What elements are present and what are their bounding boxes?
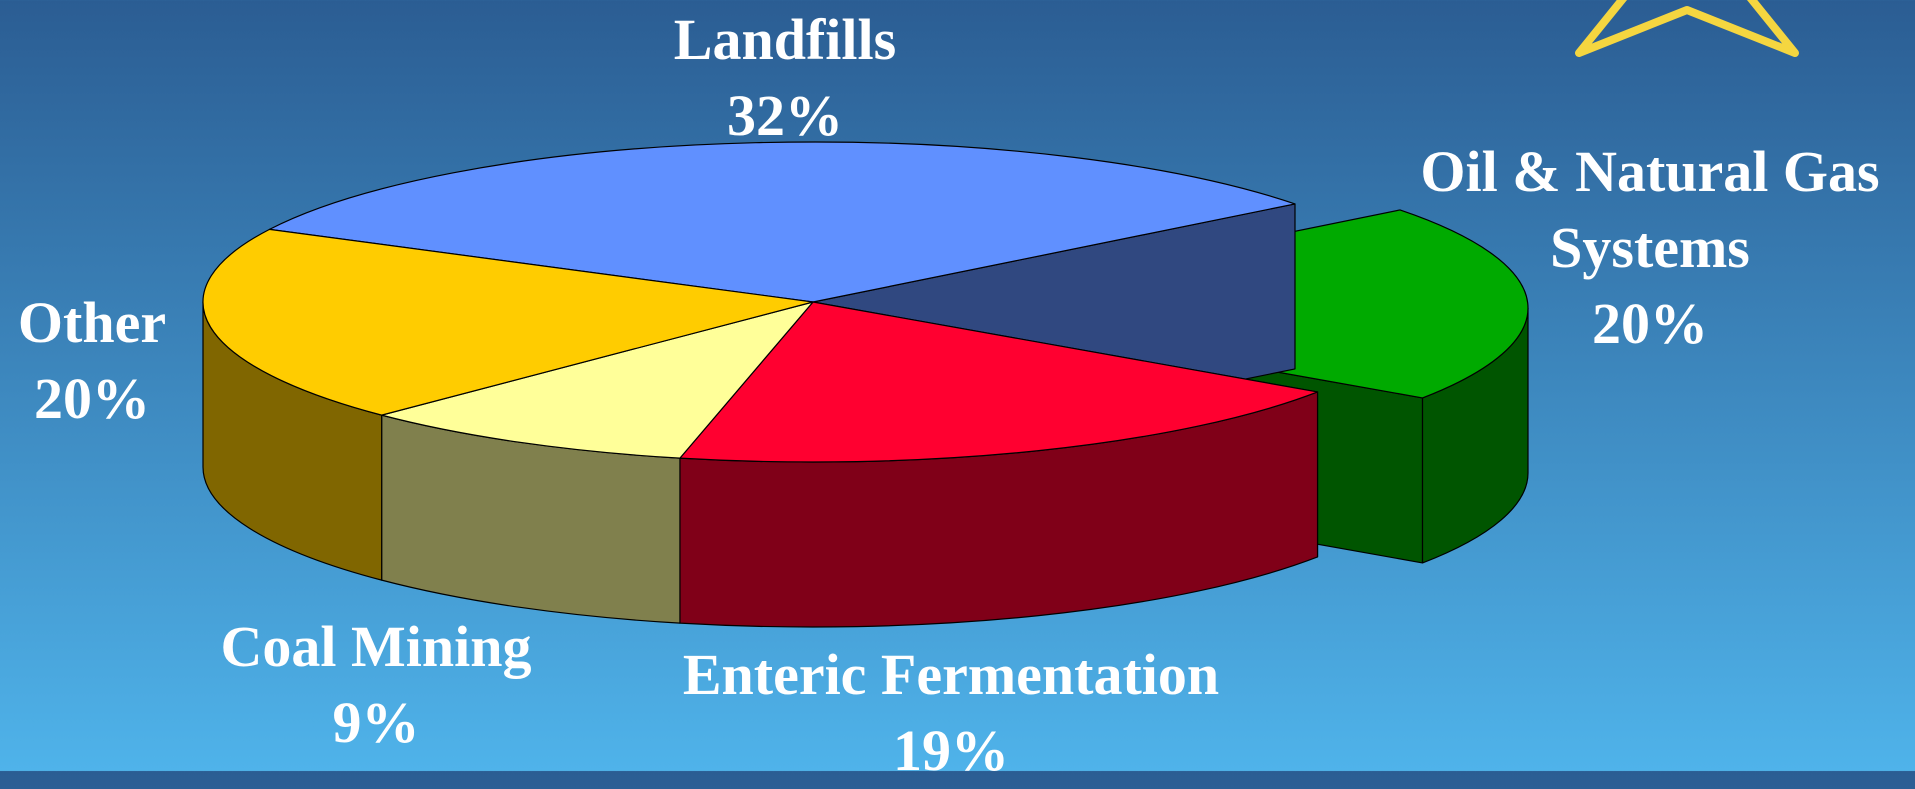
value-label: 19% (893, 718, 1009, 783)
slice-top (381, 301, 814, 459)
category-label: Coal Mining (220, 614, 532, 679)
category-label: Oil & Natural Gas Systems (1420, 139, 1880, 280)
value-label: 20% (1592, 291, 1708, 356)
slice-label: Other 20% (0, 285, 192, 437)
page: {"chart_data": {"type": "pie3d", "catego… (0, 0, 1915, 771)
value-label: 32% (727, 83, 843, 148)
value-label: 20% (34, 366, 150, 431)
slice-label: Oil & Natural Gas Systems 20% (1380, 134, 1915, 362)
slice-label: Enteric Fermentation 19% (601, 637, 1301, 789)
category-label: Enteric Fermentation (682, 642, 1220, 707)
value-label: 9% (332, 690, 420, 755)
slice-label: Coal Mining 9% (126, 609, 626, 761)
chart (202, 0, 1799, 628)
category-label: Other (17, 290, 167, 355)
slice-top (679, 301, 1319, 463)
slice-top (202, 228, 814, 416)
slice-top (268, 141, 1296, 303)
star-decoration (1575, 0, 1799, 57)
category-label: Landfills (673, 7, 897, 72)
pie (202, 141, 1529, 628)
slice-label: Landfills 32% (535, 2, 1035, 154)
